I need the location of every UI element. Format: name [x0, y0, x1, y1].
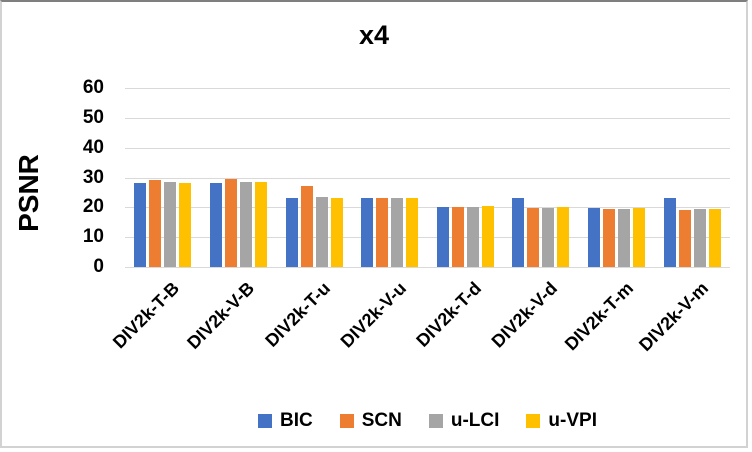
legend-label: u-LCI — [450, 410, 500, 431]
y-axis-title: PSNR — [13, 154, 44, 232]
bar-u-VPI-DIV2k-T-B — [179, 182, 192, 267]
bar-u-LCI-DIV2k-T-d — [466, 207, 479, 267]
bar-BIC-DIV2k-T-B — [134, 183, 147, 267]
bar-u-VPI-DIV2k-T-m — [633, 207, 646, 267]
y-tick-label: 50 — [82, 106, 104, 128]
bar-u-LCI-DIV2k-V-u — [391, 197, 404, 267]
legend-item-SCN: SCN — [339, 410, 402, 432]
bar-BIC-DIV2k-T-u — [285, 197, 298, 267]
bar-u-VPI-DIV2k-V-u — [406, 197, 419, 267]
legend-item-u-VPI: u-VPI — [526, 410, 597, 432]
bar-SCN-DIV2k-V-B — [224, 179, 237, 267]
gridline-10 — [125, 237, 730, 239]
bar-SCN-DIV2k-V-d — [527, 207, 540, 267]
bar-u-LCI-DIV2k-V-d — [542, 207, 555, 267]
plot-area — [125, 88, 730, 268]
y-tick-label: 20 — [82, 196, 104, 218]
legend: BIC SCN u-LCI u-VPI — [125, 410, 730, 432]
bar-SCN-DIV2k-V-u — [376, 198, 389, 267]
bar-BIC-DIV2k-V-m — [663, 198, 676, 267]
legend-label: SCN — [361, 410, 402, 431]
bar-BIC-DIV2k-T-m — [588, 207, 601, 267]
bar-u-VPI-DIV2k-V-m — [708, 209, 721, 267]
bar-SCN-DIV2k-T-m — [603, 208, 616, 267]
bar-SCN-DIV2k-V-m — [678, 210, 691, 267]
bar-SCN-DIV2k-T-u — [300, 185, 313, 267]
bar-BIC-DIV2k-V-B — [209, 183, 222, 267]
gridline-30 — [125, 177, 730, 179]
bar-u-LCI-DIV2k-V-B — [239, 182, 252, 267]
legend-label: u-VPI — [548, 410, 597, 431]
bar-u-VPI-DIV2k-V-B — [254, 181, 267, 267]
bar-u-VPI-DIV2k-T-d — [481, 206, 494, 267]
gridline-20 — [125, 207, 730, 209]
legend-swatch-icon — [258, 414, 273, 428]
bar-SCN-DIV2k-T-d — [451, 206, 464, 267]
y-tick-label: 60 — [82, 77, 104, 98]
y-tick-label: 0 — [93, 256, 104, 277]
bar-SCN-DIV2k-T-B — [149, 180, 162, 267]
gridline-50 — [125, 117, 730, 119]
y-tick-label: 10 — [82, 226, 104, 248]
gridline-0 — [125, 267, 730, 268]
legend-swatch-icon — [526, 414, 541, 428]
bar-u-VPI-DIV2k-V-d — [557, 206, 570, 267]
bar-u-VPI-DIV2k-T-u — [330, 197, 343, 267]
legend-swatch-icon — [339, 414, 354, 428]
bar-u-LCI-DIV2k-V-m — [693, 209, 706, 267]
bar-u-LCI-DIV2k-T-B — [164, 182, 177, 267]
bar-u-LCI-DIV2k-T-m — [618, 208, 631, 267]
legend-swatch-icon — [428, 414, 443, 428]
gridline-40 — [125, 147, 730, 149]
bar-BIC-DIV2k-T-d — [436, 207, 449, 267]
y-tick-label: 30 — [82, 166, 104, 188]
gridline-60 — [125, 88, 730, 89]
legend-label: BIC — [280, 410, 313, 431]
chart-title: x4 — [358, 20, 390, 50]
legend-item-BIC: BIC — [258, 410, 313, 432]
legend-item-u-LCI: u-LCI — [428, 410, 500, 432]
bar-u-LCI-DIV2k-T-u — [315, 197, 328, 267]
bar-BIC-DIV2k-V-d — [512, 197, 525, 267]
bar-BIC-DIV2k-V-u — [361, 198, 374, 267]
y-tick-label: 40 — [82, 136, 104, 158]
